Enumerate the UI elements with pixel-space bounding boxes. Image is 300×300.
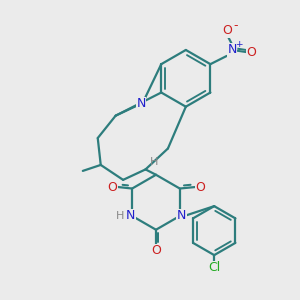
Text: O: O	[107, 181, 117, 194]
Text: H: H	[116, 211, 124, 221]
Text: N: N	[227, 44, 237, 56]
Text: H: H	[150, 157, 159, 167]
Text: N: N	[126, 209, 135, 223]
Text: N: N	[177, 209, 186, 223]
Text: O: O	[151, 244, 161, 257]
Text: +: +	[235, 40, 242, 49]
Text: -: -	[234, 19, 238, 32]
Text: O: O	[247, 46, 256, 59]
Text: Cl: Cl	[208, 261, 220, 274]
Text: O: O	[223, 24, 232, 37]
Text: N: N	[136, 97, 146, 110]
Text: O: O	[196, 181, 206, 194]
